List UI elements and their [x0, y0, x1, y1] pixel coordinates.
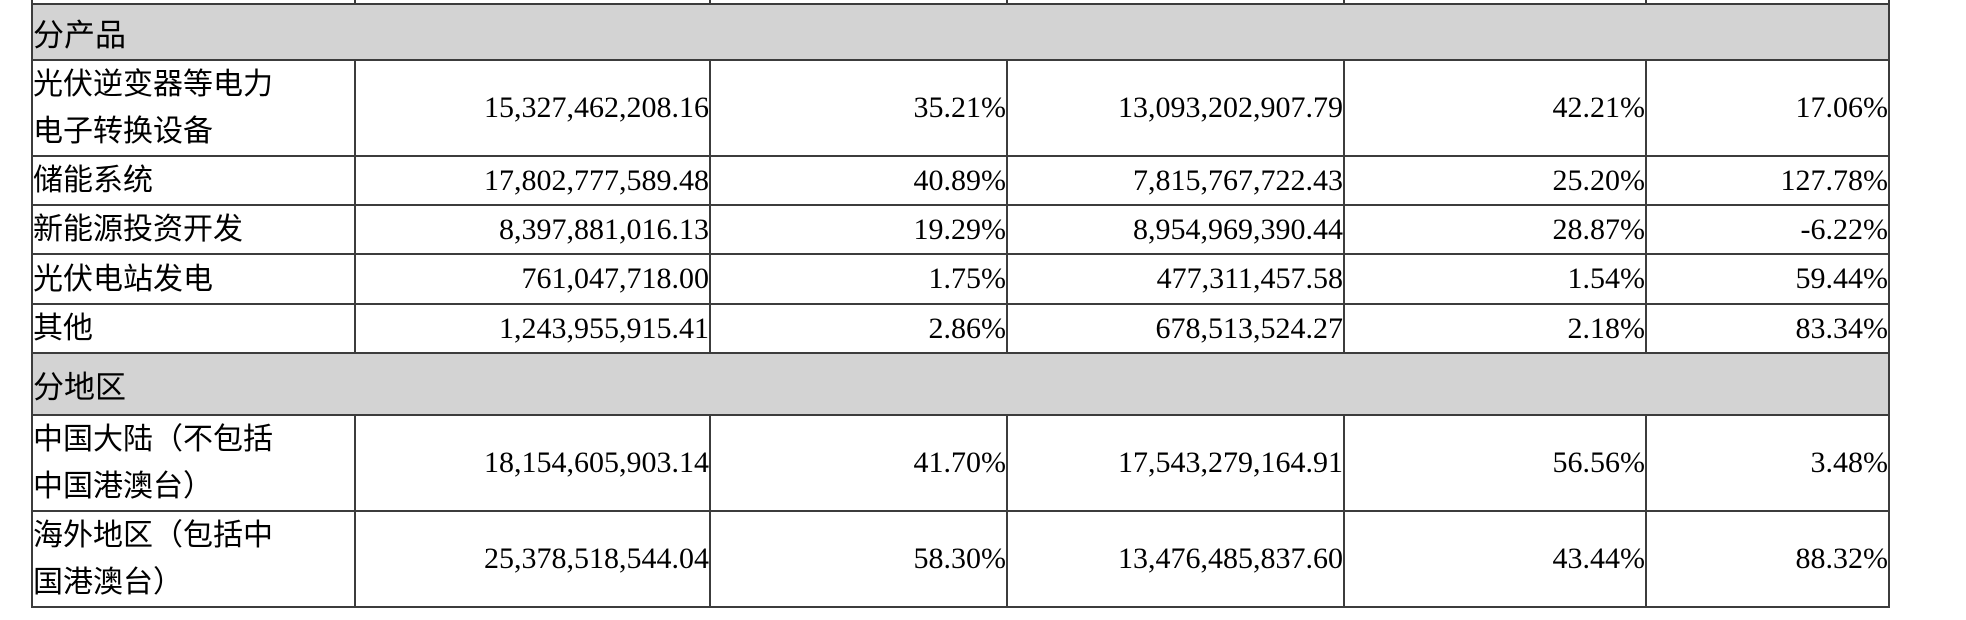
cutoff-cell	[1343, 0, 1647, 5]
cell-amount-prev: 477,311,457.58	[1006, 253, 1345, 305]
cell-yoy-change: 3.48%	[1645, 414, 1890, 512]
cell-amount: 18,154,605,903.14	[354, 414, 711, 512]
cutoff-cell	[1006, 0, 1345, 5]
cell-region-name: 海外地区（包括中 国港澳台）	[31, 510, 356, 608]
table-row: 光伏逆变器等电力 电子转换设备 15,327,462,208.16 35.21%…	[31, 59, 1890, 157]
cell-percent-prev: 28.87%	[1343, 204, 1647, 255]
cutoff-cell	[709, 0, 1008, 5]
cell-amount: 15,327,462,208.16	[354, 59, 711, 157]
cell-percent: 58.30%	[709, 510, 1008, 608]
cell-amount: 17,802,777,589.48	[354, 155, 711, 206]
cell-percent-prev: 56.56%	[1343, 414, 1647, 512]
cell-region-name: 中国大陆（不包括 中国港澳台）	[31, 414, 356, 512]
section-row-by-region: 分地区	[31, 352, 1890, 416]
cell-yoy-change: 127.78%	[1645, 155, 1890, 206]
cell-product-name: 光伏逆变器等电力 电子转换设备	[31, 59, 356, 157]
section-row-by-product: 分产品	[31, 3, 1890, 61]
cell-percent: 41.70%	[709, 414, 1008, 512]
cell-amount-prev: 7,815,767,722.43	[1006, 155, 1345, 206]
cell-amount-prev: 13,093,202,907.79	[1006, 59, 1345, 157]
cell-percent: 40.89%	[709, 155, 1008, 206]
cell-amount-prev: 17,543,279,164.91	[1006, 414, 1345, 512]
cell-percent: 35.21%	[709, 59, 1008, 157]
cell-amount-prev: 13,476,485,837.60	[1006, 510, 1345, 608]
cell-percent-prev: 1.54%	[1343, 253, 1647, 305]
revenue-breakdown-table: 分产品 光伏逆变器等电力 电子转换设备 15,327,462,208.16 35…	[31, 0, 1890, 608]
cell-yoy-change: -6.22%	[1645, 204, 1890, 255]
cell-percent: 2.86%	[709, 303, 1008, 354]
cell-yoy-change: 88.32%	[1645, 510, 1890, 608]
cutoff-cell	[354, 0, 711, 5]
section-header-by-region: 分地区	[31, 352, 1890, 416]
table-row: 新能源投资开发 8,397,881,016.13 19.29% 8,954,96…	[31, 204, 1890, 255]
cutoff-cell	[31, 0, 356, 5]
section-header-by-product: 分产品	[31, 3, 1890, 61]
table-row: 储能系统 17,802,777,589.48 40.89% 7,815,767,…	[31, 155, 1890, 206]
cell-amount: 25,378,518,544.04	[354, 510, 711, 608]
table-row-cutoff	[31, 0, 1890, 5]
table-row: 中国大陆（不包括 中国港澳台） 18,154,605,903.14 41.70%…	[31, 414, 1890, 512]
cell-amount: 761,047,718.00	[354, 253, 711, 305]
cell-product-name: 储能系统	[31, 155, 356, 206]
cell-yoy-change: 17.06%	[1645, 59, 1890, 157]
cell-percent-prev: 2.18%	[1343, 303, 1647, 354]
cell-percent: 19.29%	[709, 204, 1008, 255]
cell-amount: 1,243,955,915.41	[354, 303, 711, 354]
cell-percent: 1.75%	[709, 253, 1008, 305]
table-row: 其他 1,243,955,915.41 2.86% 678,513,524.27…	[31, 303, 1890, 354]
cell-product-name: 其他	[31, 303, 356, 354]
cell-percent-prev: 43.44%	[1343, 510, 1647, 608]
cutoff-cell	[1645, 0, 1890, 5]
cell-percent-prev: 25.20%	[1343, 155, 1647, 206]
table-row: 光伏电站发电 761,047,718.00 1.75% 477,311,457.…	[31, 253, 1890, 305]
table-row: 海外地区（包括中 国港澳台） 25,378,518,544.04 58.30% …	[31, 510, 1890, 608]
cell-percent-prev: 42.21%	[1343, 59, 1647, 157]
cell-amount: 8,397,881,016.13	[354, 204, 711, 255]
cell-product-name: 新能源投资开发	[31, 204, 356, 255]
cell-yoy-change: 83.34%	[1645, 303, 1890, 354]
cell-yoy-change: 59.44%	[1645, 253, 1890, 305]
cell-amount-prev: 8,954,969,390.44	[1006, 204, 1345, 255]
cell-amount-prev: 678,513,524.27	[1006, 303, 1345, 354]
cell-product-name: 光伏电站发电	[31, 253, 356, 305]
